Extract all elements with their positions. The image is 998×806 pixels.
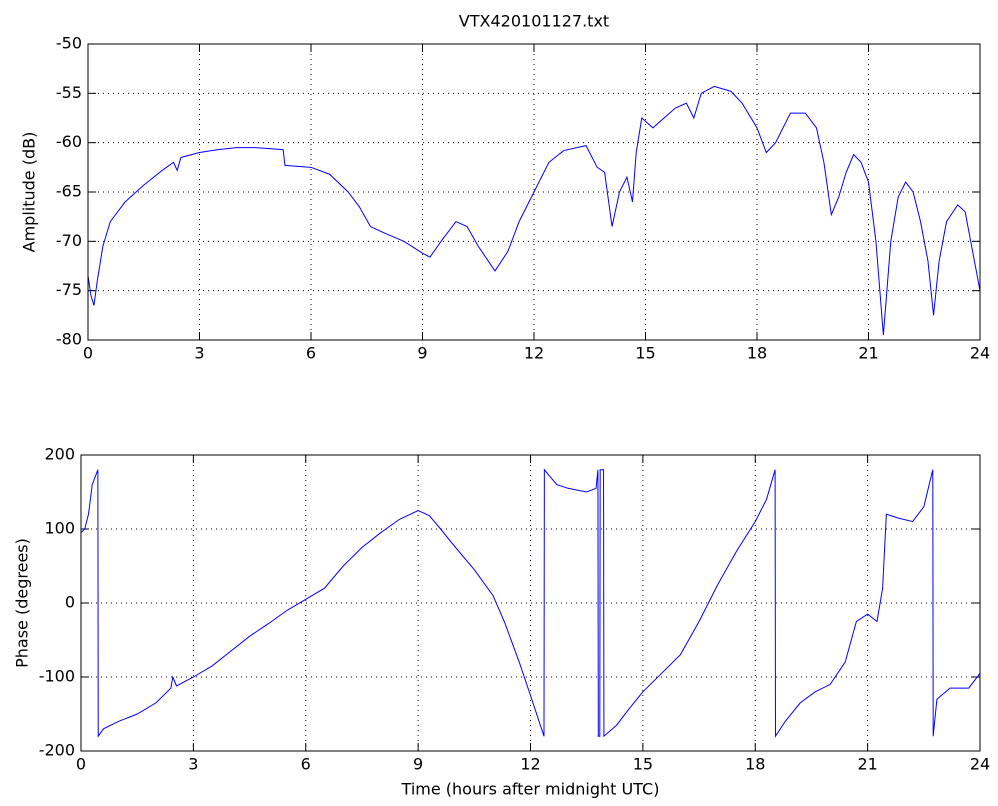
y-tick-label: -70 [56, 231, 82, 250]
x-tick-label: 18 [745, 755, 765, 774]
x-tick-label: 15 [635, 344, 655, 363]
x-tick-label: 21 [857, 755, 877, 774]
axes-box [87, 43, 981, 341]
plot-area [81, 455, 980, 751]
y-tick-label: -75 [56, 280, 82, 299]
data-line [87, 85, 981, 336]
x-axis-label: Time (hours after midnight UTC) [401, 780, 660, 799]
y-tick-label: -80 [56, 330, 82, 349]
x-tick-label: 6 [306, 344, 316, 363]
y-axis-label: Amplitude (dB) [20, 132, 39, 253]
y-tick-label: -50 [56, 34, 82, 53]
x-tick-label: 3 [194, 344, 204, 363]
y-tick-label: 0 [65, 593, 75, 612]
y-tick-label: 100 [44, 519, 75, 538]
chart-title: VTX420101127.txt [459, 12, 609, 31]
y-tick-label: 200 [44, 445, 75, 464]
x-tick-label: 18 [747, 344, 767, 363]
x-tick-label: 9 [413, 755, 423, 774]
x-tick-label: 12 [520, 755, 540, 774]
data-line [80, 468, 981, 738]
x-tick-label: 24 [970, 344, 990, 363]
x-tick-label: 0 [76, 755, 86, 774]
x-tick-label: 9 [417, 344, 427, 363]
y-tick-label: -55 [56, 83, 82, 102]
y-tick-label: -200 [39, 741, 75, 760]
y-tick-label: -100 [39, 667, 75, 686]
x-tick-label: 12 [524, 344, 544, 363]
y-tick-label: -60 [56, 132, 82, 151]
axes-box [80, 454, 981, 752]
x-tick-label: 6 [301, 755, 311, 774]
x-tick-label: 24 [970, 755, 990, 774]
x-tick-label: 3 [188, 755, 198, 774]
x-tick-label: 21 [858, 344, 878, 363]
y-tick-label: -65 [56, 182, 82, 201]
x-tick-label: 15 [633, 755, 653, 774]
y-axis-label: Phase (degrees) [13, 538, 32, 668]
x-tick-label: 0 [83, 344, 93, 363]
